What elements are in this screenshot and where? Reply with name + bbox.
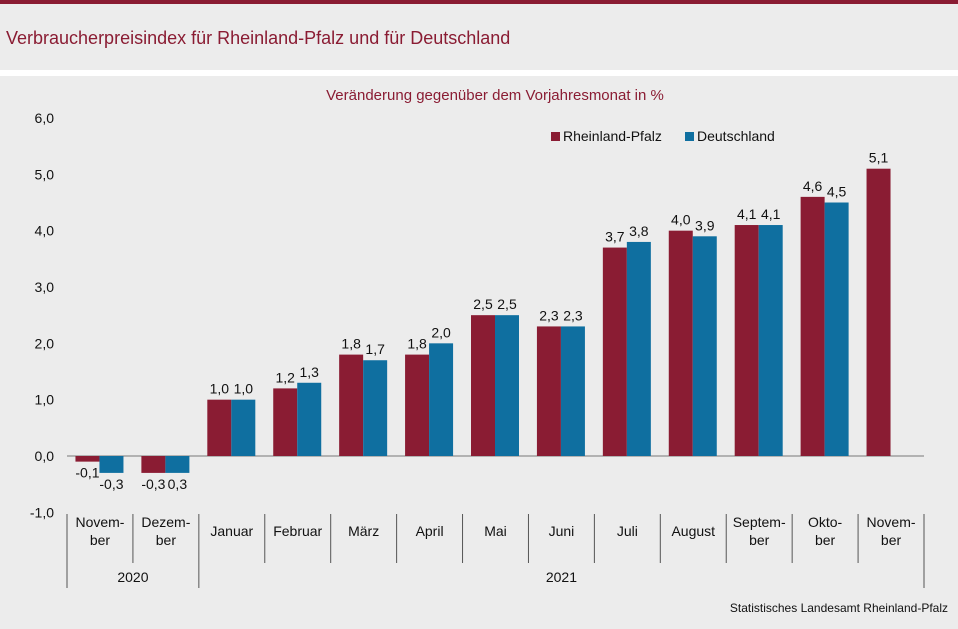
- data-label-rheinland-pfalz: 4,6: [803, 178, 823, 194]
- data-label-deutschland: 1,7: [365, 341, 385, 357]
- x-category-label: ber: [881, 532, 902, 548]
- header-separator: [0, 70, 958, 76]
- bar-deutschland: [495, 315, 519, 456]
- data-label-rheinland-pfalz: -0,1: [75, 465, 99, 481]
- legend-label-deutschland: Deutschland: [697, 128, 775, 144]
- x-category-label: ber: [90, 532, 111, 548]
- bar-rheinland-pfalz: [800, 196, 825, 456]
- header: Verbraucherpreisindex für Rheinland-Pfal…: [0, 4, 958, 70]
- data-label-deutschland: 4,1: [761, 206, 781, 222]
- data-label-rheinland-pfalz: 2,3: [539, 307, 559, 323]
- data-label-rheinland-pfalz: -0,3: [141, 476, 165, 492]
- bar-deutschland: [429, 343, 454, 456]
- y-tick-label: 2,0: [35, 335, 55, 351]
- data-label-deutschland: 2,5: [497, 296, 517, 312]
- bar-rheinland-pfalz: [207, 399, 232, 456]
- y-tick-label: -1,0: [30, 504, 54, 520]
- data-label-deutschland: 3,9: [695, 217, 715, 233]
- x-category-label: Dezem-: [141, 514, 190, 530]
- data-label-rheinland-pfalz: 4,1: [737, 206, 757, 222]
- y-tick-label: 4,0: [35, 223, 55, 239]
- data-label-rheinland-pfalz: 2,5: [473, 296, 493, 312]
- data-label-rheinland-pfalz: 5,1: [869, 150, 889, 166]
- chart-title: Verbraucherpreisindex für Rheinland-Pfal…: [6, 28, 511, 48]
- bar-rheinland-pfalz: [602, 247, 627, 456]
- bar-deutschland: [692, 236, 717, 456]
- x-category-label: August: [671, 523, 715, 539]
- bar-rheinland-pfalz: [75, 456, 100, 462]
- data-label-rheinland-pfalz: 3,7: [605, 229, 625, 245]
- y-tick-label: 3,0: [35, 279, 55, 295]
- data-label-deutschland: 1,0: [234, 381, 254, 397]
- x-category-label: Novem-: [867, 514, 916, 530]
- legend-swatch-deutschland: [685, 132, 694, 141]
- data-label-deutschland: 4,5: [827, 184, 847, 200]
- data-label-deutschland: 1,3: [299, 364, 319, 380]
- x-category-label: ber: [815, 532, 836, 548]
- data-label-rheinland-pfalz: 1,8: [341, 336, 361, 352]
- data-label-rheinland-pfalz: 4,0: [671, 212, 691, 228]
- x-category-label: Juni: [549, 523, 575, 539]
- data-label-deutschland: 3,8: [629, 223, 649, 239]
- y-tick-label: 1,0: [35, 392, 55, 408]
- chart-subtitle: Veränderung gegenüber dem Vorjahresmonat…: [326, 87, 664, 104]
- data-label-deutschland: -0,3: [99, 476, 123, 492]
- bar-rheinland-pfalz: [471, 315, 495, 456]
- legend-swatch-rheinland-pfalz: [551, 132, 560, 141]
- bar-deutschland: [363, 360, 388, 456]
- top-accent-bar: [0, 0, 958, 4]
- x-year-label: 2021: [546, 569, 577, 585]
- x-year-label: 2020: [117, 569, 148, 585]
- bar-deutschland: [297, 382, 322, 456]
- x-category-label: März: [348, 523, 379, 539]
- x-category-label: Mai: [484, 523, 507, 539]
- x-category-label: Septem-: [733, 514, 786, 530]
- bar-deutschland: [560, 326, 585, 456]
- data-label-deutschland: 2,0: [431, 324, 451, 340]
- bar-deutschland: [626, 241, 651, 456]
- bar-rheinland-pfalz: [536, 326, 561, 456]
- legend-label-rheinland-pfalz: Rheinland-Pfalz: [563, 128, 662, 144]
- bar-rheinland-pfalz: [866, 168, 891, 456]
- data-label-rheinland-pfalz: 1,8: [407, 336, 427, 352]
- bar-deutschland: [99, 456, 124, 473]
- data-label-rheinland-pfalz: 1,2: [275, 369, 295, 385]
- bar-deutschland: [824, 202, 849, 456]
- bar-deutschland: [165, 456, 190, 473]
- bar-rheinland-pfalz: [734, 225, 759, 456]
- x-category-label: ber: [156, 532, 177, 548]
- bar-deutschland: [758, 225, 783, 456]
- x-category-label: Januar: [210, 523, 253, 539]
- bar-deutschland: [231, 399, 256, 456]
- y-tick-label: 6,0: [35, 110, 55, 126]
- data-label-rheinland-pfalz: 1,0: [210, 381, 230, 397]
- x-category-label: Okto-: [808, 514, 843, 530]
- x-category-label: ber: [749, 532, 770, 548]
- bar-rheinland-pfalz: [273, 388, 298, 456]
- x-category-label: Novem-: [75, 514, 124, 530]
- source-note: Statistisches Landesamt Rheinland-Pfalz: [729, 601, 948, 615]
- data-label-deutschland: 0,3: [168, 476, 188, 492]
- x-category-label: Juli: [617, 523, 638, 539]
- bar-rheinland-pfalz: [668, 230, 693, 456]
- bar-rheinland-pfalz: [339, 354, 364, 456]
- y-tick-label: 0,0: [35, 448, 55, 464]
- x-category-label: April: [416, 523, 444, 539]
- bar-rheinland-pfalz: [141, 456, 166, 473]
- data-label-deutschland: 2,3: [563, 307, 583, 323]
- x-category-label: Februar: [273, 523, 322, 539]
- y-tick-label: 5,0: [35, 166, 55, 182]
- bar-rheinland-pfalz: [405, 354, 430, 456]
